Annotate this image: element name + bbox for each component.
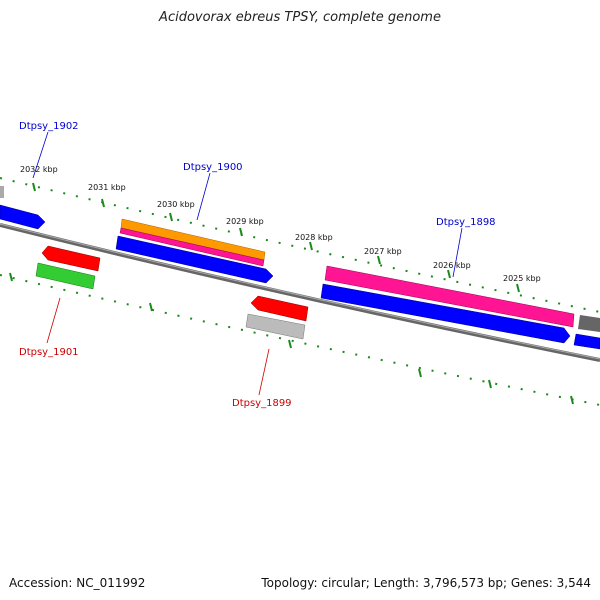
gene-dtpsy-1899[interactable] <box>250 295 309 322</box>
tick-label-2027: 2027 kbp <box>364 247 402 256</box>
gene-pink-upper[interactable] <box>119 227 265 267</box>
tick-label-2028: 2028 kbp <box>295 233 333 242</box>
gene-dtpsy-1902[interactable] <box>0 204 46 230</box>
accession-text: Accession: NC_011992 <box>9 576 146 590</box>
gene-dtpsy-1900[interactable] <box>115 235 274 284</box>
gene-dtpsy-1898[interactable] <box>320 283 571 344</box>
label-dtpsy-1900[interactable]: Dtpsy_1900 <box>183 162 243 173</box>
leader-dtpsy-1900 <box>196 172 211 221</box>
leader-dtpsy-1901 <box>46 297 61 344</box>
label-dtpsy-1898[interactable]: Dtpsy_1898 <box>436 217 496 228</box>
tick-label-2031: 2031 kbp <box>88 183 126 192</box>
tick-label-2025: 2025 kbp <box>503 274 541 283</box>
tick-label-2029: 2029 kbp <box>226 217 264 226</box>
label-dtpsy-1902[interactable]: Dtpsy_1902 <box>19 121 79 132</box>
inner-tick-ring <box>0 272 600 406</box>
gene-pink-long[interactable] <box>324 265 575 328</box>
leader-dtpsy-1899 <box>258 348 270 396</box>
gene-dtpsy-1901[interactable] <box>41 245 101 272</box>
tick-label-2026: 2026 kbp <box>433 261 471 270</box>
gene-gray-right[interactable] <box>578 315 600 332</box>
label-dtpsy-1899[interactable]: Dtpsy_1899 <box>232 398 292 409</box>
gene-gray-left[interactable] <box>0 186 4 198</box>
gene-green[interactable] <box>35 262 96 290</box>
gene-gray-lower[interactable] <box>245 313 306 340</box>
leader-dtpsy-1898 <box>452 227 463 278</box>
leader-dtpsy-1902 <box>32 131 49 179</box>
label-dtpsy-1901[interactable]: Dtpsy_1901 <box>19 347 79 358</box>
outer-tick-ring <box>0 177 600 313</box>
map-title: Acidovorax ebreus TPSY, complete genome <box>159 10 441 25</box>
major-ticks <box>32 182 520 293</box>
tick-label-2032: 2032 kbp <box>20 165 58 174</box>
genome-backbone <box>0 223 600 362</box>
tick-label-2030: 2030 kbp <box>157 200 195 209</box>
topology-text: Topology: circular; Length: 3,796,573 bp… <box>261 576 591 590</box>
gene-right-edge[interactable] <box>573 333 600 350</box>
